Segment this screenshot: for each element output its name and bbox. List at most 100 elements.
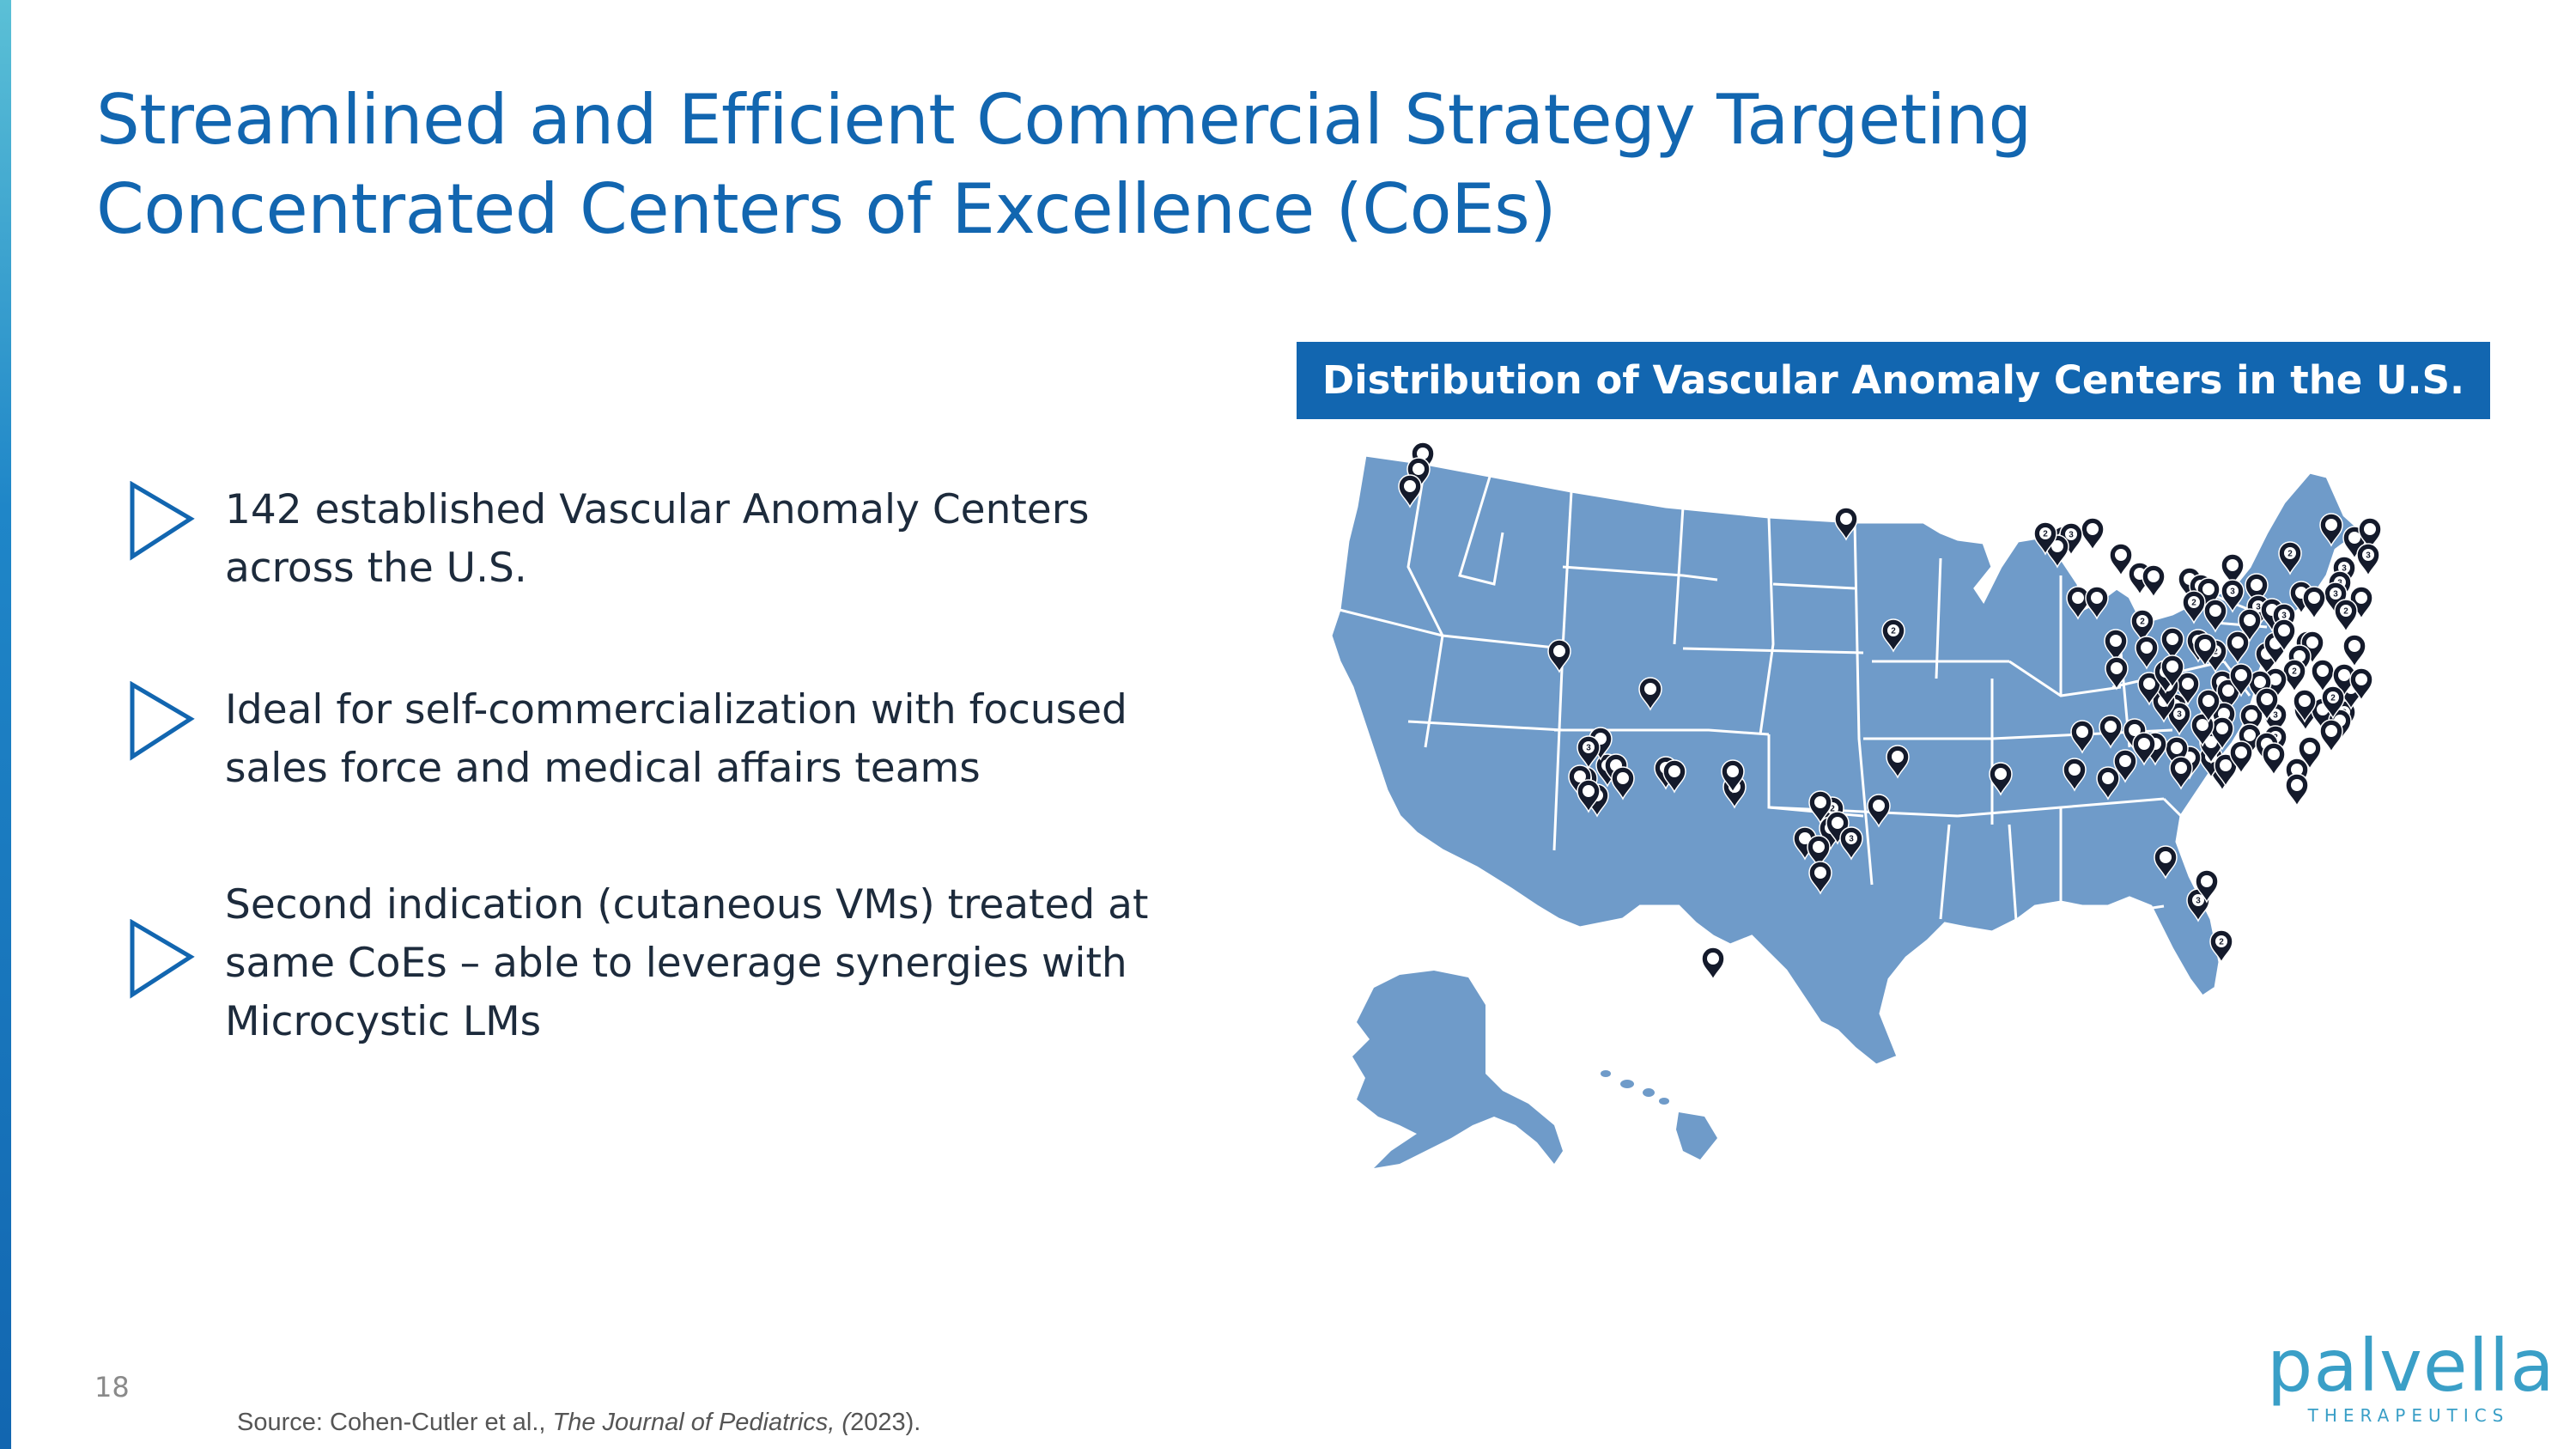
- map-pin-icon: [2214, 753, 2238, 788]
- pin-count-label: 3: [2177, 710, 2182, 720]
- map-pin-icon: [2311, 659, 2335, 693]
- map-pin-icon: 3: [1839, 826, 1863, 861]
- pin-count-label: 2: [2213, 648, 2218, 657]
- map-pin-icon: [2358, 517, 2382, 551]
- bullet-1-text: 142 established Vascular Anomaly Centers…: [225, 481, 1341, 598]
- pin-count-label: 3: [2281, 612, 2287, 621]
- bullet-2-line-2: sales force and medical affairs teams: [225, 745, 981, 792]
- map-pin-icon: [2160, 627, 2184, 661]
- map-pin-icon: 2: [2130, 609, 2154, 643]
- pin-count-label: 3: [2366, 551, 2371, 561]
- map-pin-icon: 3: [2356, 543, 2380, 577]
- map-pin-icon: 3: [2221, 579, 2245, 613]
- map-pin-icon: [1886, 745, 1910, 779]
- map-pin-icon: 2: [2033, 521, 2057, 556]
- map-pin-icon: [2319, 513, 2343, 547]
- map-pin-icon: [1398, 474, 1422, 508]
- pin-count-label: 2: [2043, 530, 2048, 539]
- map-pin-icon: [2342, 634, 2366, 668]
- pin-count-label: 2: [2292, 667, 2297, 677]
- map-pin-icon: [2165, 736, 2189, 770]
- map-pin-icon: [2293, 689, 2317, 723]
- pin-count-label: 2: [2330, 694, 2336, 703]
- map-pin-icon: [1867, 794, 1891, 828]
- map-pin-icon: [1638, 677, 1662, 711]
- map-pin-icon: [2085, 586, 2109, 620]
- pin-count-label: 2: [1830, 805, 1835, 814]
- map-pin-icon: [2132, 732, 2156, 766]
- bullet-3-line-2: same CoEs – able to leverage synergies w…: [225, 940, 1127, 987]
- map-pin-icon: [2262, 742, 2286, 776]
- pin-count-label: 2: [2191, 599, 2196, 608]
- map-pin-icon: [2160, 654, 2184, 689]
- pin-count-label: 3: [2333, 590, 2338, 600]
- map-pin-icon: [2245, 573, 2269, 607]
- bullet-2-text: Ideal for self-commercialization with fo…: [225, 681, 1341, 798]
- bullet-2-line-1: Ideal for self-commercialization with fo…: [225, 686, 1127, 734]
- map-pin-icon: [1577, 779, 1601, 813]
- left-accent-bar: [0, 0, 11, 1449]
- pin-count-label: 2: [2219, 938, 2224, 947]
- pin-count-label: 3: [2342, 564, 2347, 574]
- map-pin-icon: [2081, 517, 2105, 551]
- map-pin-icon: [2154, 845, 2178, 880]
- logo-subtitle: THERAPEUTICS: [2307, 1405, 2510, 1426]
- map-pin-icon: 2: [2182, 590, 2206, 624]
- map-pin-icon: [2142, 564, 2166, 599]
- map-pin-icon: 2: [1881, 618, 1905, 653]
- map-pin-icon: [2255, 687, 2279, 721]
- source-journal: The Journal of Pediatrics, (: [552, 1409, 851, 1436]
- page-number: 18: [94, 1371, 130, 1403]
- title-line-2: Concentrated Centers of Excellence (CoEs…: [96, 169, 1557, 249]
- pin-count-label: 3: [2196, 897, 2201, 906]
- pin-count-label: 3: [2273, 711, 2278, 721]
- map-pin-icon: [1701, 947, 1725, 981]
- map-pin-icon: [2239, 703, 2263, 738]
- map-pin-icon: [1547, 639, 1571, 673]
- map-pin-icon: [2238, 608, 2262, 642]
- map-pin-icon: [2302, 586, 2326, 620]
- triangle-bullet-icon: [130, 919, 195, 999]
- bullet-3-line-1: Second indication (cutaneous VMs) treate…: [225, 881, 1149, 928]
- map-pin-icon: [2063, 758, 2087, 792]
- map-title: Distribution of Vascular Anomaly Centers…: [1297, 342, 2490, 419]
- map-pin-icon: [2105, 656, 2129, 691]
- triangle-bullet-icon: [130, 481, 195, 561]
- pin-count-label: 2: [2343, 607, 2348, 617]
- pin-count-label: 3: [2256, 603, 2261, 612]
- map-pin-icon: 2: [2209, 929, 2233, 964]
- map-pin-icon: [2070, 720, 2094, 754]
- pin-count-label: 2: [2140, 618, 2145, 627]
- map-pin-icon: 2: [2282, 659, 2306, 693]
- pin-count-label: 2: [2287, 550, 2293, 559]
- map-pin-icon: [2135, 636, 2159, 670]
- map-pin-icon: [1808, 861, 1832, 895]
- map-pin-icon: [2285, 773, 2309, 807]
- pin-count-label: 2: [1891, 627, 1896, 636]
- center-pins: 3222333333332222333223333222: [1398, 441, 2382, 981]
- map-pin-icon: [1834, 507, 1858, 541]
- map-pin-icon: [2229, 740, 2253, 775]
- map-pin-icon: [1662, 759, 1686, 794]
- map-pin-icon: [2221, 553, 2245, 588]
- pin-count-label: 3: [2230, 588, 2235, 597]
- bullet-1-line-1: 142 established Vascular Anomaly Centers: [225, 486, 1090, 533]
- map-pin-icon: [2229, 663, 2253, 697]
- bullet-3-text: Second indication (cutaneous VMs) treate…: [225, 876, 1341, 1051]
- map-pin-icon: [2272, 618, 2296, 653]
- map-pin-icon: [2169, 756, 2193, 790]
- map-pin-icon: [2176, 672, 2200, 706]
- source-prefix: Source: Cohen-Cutler et al.,: [237, 1409, 553, 1436]
- map-pin-icon: [2195, 869, 2219, 904]
- map-pin-icon: [2226, 630, 2250, 665]
- map-pin-icon: [2319, 719, 2343, 753]
- map-pin-icon: [2210, 716, 2234, 751]
- map-pin-icon: [1808, 790, 1832, 825]
- map-pin-icon: [1807, 835, 1831, 869]
- map-pin-icon: [2096, 766, 2120, 801]
- source-citation: Source: Cohen-Cutler et al., The Journal…: [237, 1409, 920, 1437]
- source-suffix: 2023).: [850, 1409, 921, 1436]
- map-pin-icon: 3: [2167, 702, 2191, 736]
- map-pin-icon: 3: [1577, 735, 1601, 770]
- map-pin-icon: 2: [2334, 599, 2358, 633]
